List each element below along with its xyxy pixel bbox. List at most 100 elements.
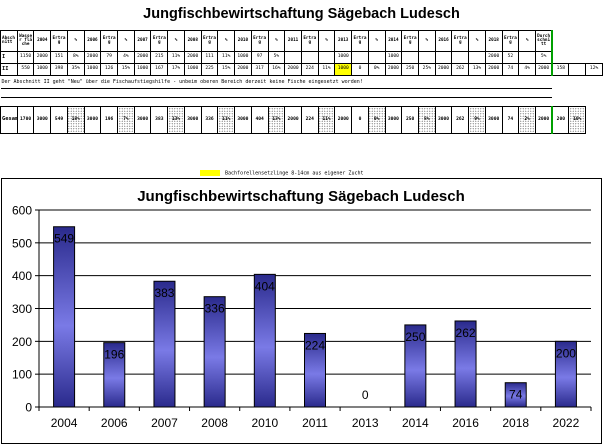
table-cell [251, 97, 268, 107]
table-cell: 18% [66, 106, 85, 134]
table-cell: 0 [351, 106, 369, 134]
table-cell [117, 97, 135, 107]
table-cell: % [518, 30, 536, 52]
table-cell: 2000 [133, 51, 152, 64]
table-cell: 2% [518, 106, 536, 134]
table-cell: 2014 [384, 30, 403, 52]
table-cell [134, 88, 151, 98]
table-cell: 2018 [484, 30, 503, 52]
table-cell [150, 88, 168, 98]
table-cell: 2000 [334, 106, 353, 134]
table-cell: % [468, 30, 486, 52]
table-cell: % [417, 30, 436, 52]
y-tick-label: 400 [12, 269, 32, 283]
table-cell: 5% [535, 51, 554, 64]
table-cell [485, 97, 503, 107]
table-cell: 2000 [33, 51, 52, 64]
table-cell: 3000 [384, 106, 403, 134]
table-cell [368, 97, 386, 107]
table-cell: 5% [267, 51, 286, 64]
x-tick-label: 2008 [201, 416, 228, 430]
sheet-title: Jungfischbewirtschaftung Sägebach Ludesc… [143, 6, 460, 22]
table-cell: 158 [551, 63, 570, 76]
table-cell: 2000 [284, 63, 302, 76]
table-cell: 1700 [16, 106, 35, 134]
table-cell: 151 [50, 51, 68, 64]
data-label: 549 [54, 232, 74, 246]
table-cell: Ertrag [451, 30, 470, 52]
table-cell: 2000 [234, 63, 252, 76]
table-cell [417, 51, 436, 64]
table-cell: 52 [501, 51, 520, 64]
table-cell [518, 97, 536, 107]
table-cell [268, 88, 285, 98]
table-header-row: Abschnitt Wasser fläche 2004 Ertrag% 2006 Ert… [0, 30, 603, 52]
table-cell [234, 97, 252, 107]
table-cell: 2000 [484, 63, 503, 76]
x-tick-label: 2013 [352, 416, 379, 430]
table-cell: 11% [317, 106, 336, 134]
table-cell: Ertrag [351, 30, 369, 52]
table-cell [351, 88, 369, 98]
table-cell [535, 88, 553, 98]
data-label: 336 [205, 302, 225, 316]
table-cell [367, 51, 386, 64]
table-cell [268, 97, 285, 107]
table-cell [167, 97, 185, 107]
table-cell [568, 63, 587, 76]
table-cell [385, 97, 402, 107]
data-label: 0 [362, 388, 369, 402]
legend-text: Bachforellensetzlinge 8-14cm aus eigener… [225, 170, 364, 177]
table-cell [201, 97, 218, 107]
y-tick-label: 300 [12, 302, 32, 316]
table-cell [435, 97, 452, 107]
table-cell: 126 [100, 63, 119, 76]
table-cell: % [167, 30, 185, 52]
table-cell: 11% [167, 51, 185, 64]
table-cell: 2000 [183, 51, 202, 64]
chart-title: Jungfischbewirtschaftung Sägebach Ludesc… [137, 188, 465, 205]
table-cell: % [367, 30, 386, 52]
table-cell [100, 88, 118, 98]
table-cell: 549 [50, 106, 68, 134]
table-cell [150, 97, 168, 107]
table-cell [434, 51, 453, 64]
chart-area: Jungfischbewirtschaftung Sägebach Ludesc… [1, 178, 602, 444]
table-cell: 11% [217, 51, 236, 64]
table-cell: 17% [167, 63, 185, 76]
table-cell: 9% [468, 106, 486, 134]
data-label: 200 [556, 346, 576, 360]
table-cell [468, 88, 486, 98]
table-cell: 25% [417, 63, 436, 76]
table-cell: 15% [117, 63, 135, 76]
table-cell: 1000 [33, 63, 52, 76]
table-cell: 12% [585, 63, 603, 76]
legend-row: Bachforellensetzlinge 8-14cm aus eigener… [200, 170, 364, 177]
table-cell: 13% [468, 63, 486, 76]
table-cell: 2004 [33, 30, 52, 52]
table-cell: 11% [317, 63, 336, 76]
table-cell [318, 97, 335, 107]
table-cell [502, 97, 519, 107]
table-cell: Ertrag [300, 30, 319, 52]
table-cell: 2000 [83, 51, 102, 64]
data-label: 224 [305, 338, 325, 352]
data-label: 404 [255, 279, 275, 293]
x-tick-label: 2004 [51, 416, 78, 430]
table-cell: 224 [300, 106, 319, 134]
table-cell: 1000 [334, 51, 353, 64]
table-cell: % [117, 30, 135, 52]
table-cell: 336 [200, 106, 219, 134]
data-label: 74 [509, 388, 523, 402]
table-cell: 74 [501, 63, 520, 76]
table-cell: 2000 [484, 51, 503, 64]
table-cell: Ertrag [401, 30, 419, 52]
x-tick-label: 2014 [402, 416, 429, 430]
table-cell: 2016 [434, 30, 453, 52]
table-cell [318, 88, 335, 98]
table-cell [284, 51, 302, 64]
table-cell: 16% [267, 63, 286, 76]
table-cell: 250 [401, 63, 419, 76]
bar [53, 226, 76, 408]
table-spacer-row [0, 88, 603, 98]
